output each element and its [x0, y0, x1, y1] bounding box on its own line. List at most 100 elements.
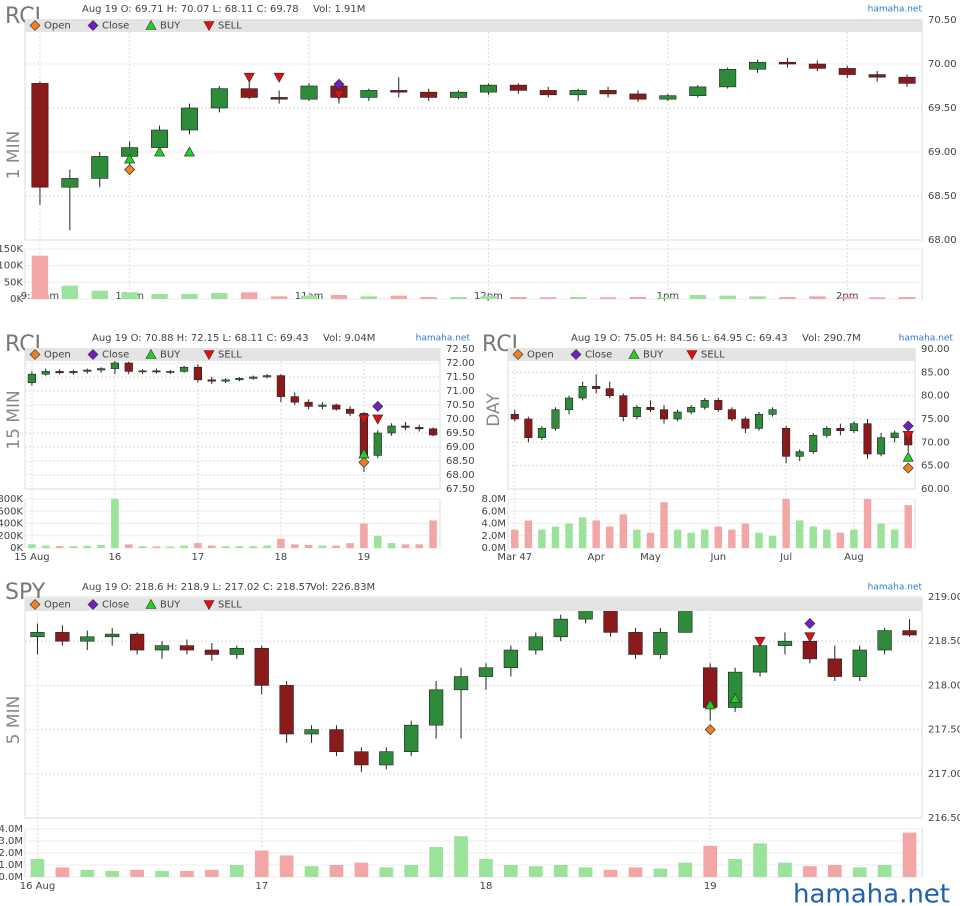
candle-body — [795, 451, 804, 457]
candle-body — [304, 729, 319, 735]
source-label: hamaha.net — [416, 334, 471, 344]
volume-bar — [714, 526, 723, 548]
y-tick-label: 69.00 — [928, 147, 957, 158]
candle-body — [300, 85, 318, 100]
volume-bar — [827, 865, 842, 877]
legend-marker — [686, 350, 698, 361]
volume-bar — [279, 855, 294, 877]
volume-bar — [55, 546, 64, 548]
volume-tick-label: 1.0M — [0, 860, 23, 871]
volume-bar — [504, 865, 518, 877]
candle-body — [902, 630, 917, 636]
volume-bar — [902, 832, 917, 877]
volume-bar — [877, 523, 885, 548]
legend-label: SELL — [218, 600, 242, 611]
volume-bar — [249, 546, 258, 548]
volume-tick-label: 800K — [0, 494, 23, 505]
volume-bar — [41, 545, 50, 548]
candle-body — [808, 63, 826, 69]
y-tick-label: 67.50 — [446, 484, 475, 495]
candle-body — [415, 427, 424, 430]
x-tick-label: 15 Aug — [14, 552, 49, 563]
x-tick-label: Aug — [844, 552, 864, 563]
chart-panel: 67.50 68.00 68.50 69.00 69.50 70.00 70.50 71.00… — [0, 332, 475, 563]
y-tick-label: 69.00 — [446, 442, 475, 453]
volume-bar — [528, 866, 543, 877]
volume-bar — [420, 297, 437, 299]
candle-body — [836, 428, 845, 431]
candle-body — [91, 156, 109, 179]
candle-body — [193, 366, 203, 381]
candle-body — [539, 90, 557, 96]
candle-body — [727, 409, 736, 420]
candle-body — [503, 649, 519, 669]
candle-body — [565, 397, 574, 410]
volume-tick-label: 0K — [10, 543, 23, 554]
legend-label: Close — [102, 350, 129, 361]
candle-body — [551, 409, 560, 429]
volume-info: Vol: 1.91M — [313, 4, 365, 15]
y-tick-label: 85.00 — [921, 367, 950, 378]
timeframe-label: DAY — [484, 393, 504, 427]
volume-bar — [235, 546, 244, 548]
volume-bar — [221, 546, 230, 548]
candle-body — [401, 425, 410, 428]
candle-body — [204, 649, 220, 655]
y-tick-label: 68.00 — [446, 470, 475, 481]
trade-marker — [804, 618, 816, 630]
volume-tick-label: 0.0M — [0, 872, 23, 883]
y-tick-label: 218.00 — [928, 680, 960, 691]
legend-bar — [25, 348, 440, 361]
candle-body — [599, 90, 617, 95]
trade-marker — [358, 414, 370, 425]
volume-bar — [553, 865, 568, 877]
volume-bar — [61, 285, 79, 299]
volume-bar — [782, 499, 790, 548]
y-tick-label: 71.00 — [446, 386, 475, 397]
trade-marker — [183, 146, 196, 157]
volume-bar — [130, 869, 144, 877]
trade-marker — [902, 451, 914, 462]
x-tick-label: Mar 47 — [497, 552, 532, 563]
y-tick-label: 68.50 — [446, 456, 475, 467]
candle-body — [537, 428, 546, 438]
trade-marker — [704, 699, 716, 710]
candle-body — [96, 368, 106, 371]
candle-body — [890, 432, 899, 438]
volume-bar — [629, 297, 647, 299]
candle-body — [802, 640, 818, 660]
volume-bar — [277, 538, 285, 548]
volume-bar — [510, 297, 527, 299]
legend-bar — [25, 19, 922, 32]
trade-marker — [372, 414, 384, 425]
candle-body — [752, 645, 768, 673]
candle-body — [877, 437, 886, 455]
x-tick-label: 1pm — [657, 291, 679, 302]
candle-body — [207, 379, 216, 382]
legend-label: BUY — [160, 21, 181, 32]
volume-bar — [111, 499, 119, 548]
y-tick-label: 90.00 — [921, 344, 950, 355]
trade-marker — [754, 636, 766, 647]
volume-tick-label: 50K — [4, 277, 24, 288]
volume-bar — [379, 867, 394, 877]
candle-body — [553, 618, 568, 638]
y-tick-label: 65.00 — [921, 461, 950, 472]
legend-label: Open — [527, 350, 554, 361]
legend-bar — [25, 598, 922, 611]
volume-bar — [839, 297, 856, 299]
candle-body — [124, 362, 133, 372]
volume-bar — [479, 859, 493, 877]
candle-body — [754, 414, 764, 429]
x-tick-label: Apr — [588, 552, 606, 563]
legend-label: BUY — [160, 350, 181, 361]
volume-tick-label: 8.0M — [481, 494, 506, 505]
chart-panel: 60.00 65.00 70.00 75.00 80.00 85.00 90.00 0.0M2… — [481, 332, 953, 563]
candle-body — [390, 90, 408, 93]
volume-bar — [270, 296, 288, 299]
legend-label: Open — [44, 350, 71, 361]
volume-bar — [890, 529, 899, 548]
x-tick-label: 19 — [358, 552, 371, 563]
volume-bar — [599, 297, 617, 299]
candle-body — [768, 409, 777, 415]
